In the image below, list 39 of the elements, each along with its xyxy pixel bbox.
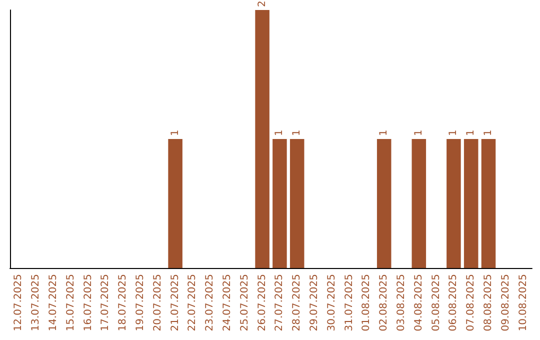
x-tick-label: 18.07.2025 bbox=[118, 274, 129, 332]
x-tick-label: 02.08.2025 bbox=[378, 274, 390, 332]
x-tick-label: 16.07.2025 bbox=[82, 274, 94, 332]
data-label: 1 bbox=[378, 130, 390, 136]
x-tick-label: 12.07.2025 bbox=[13, 274, 24, 332]
data-label: 1 bbox=[292, 130, 303, 136]
x-tick-label: 22.07.2025 bbox=[187, 274, 198, 332]
x-tick-label: 04.08.2025 bbox=[413, 274, 424, 332]
x-tick-label: 30.07.2025 bbox=[326, 274, 338, 332]
x-tick-label: 28.07.2025 bbox=[292, 274, 303, 332]
data-label: 1 bbox=[448, 130, 460, 136]
data-label: 1 bbox=[483, 130, 494, 136]
x-tick-label: 08.08.2025 bbox=[483, 274, 494, 332]
data-label: 1 bbox=[170, 130, 181, 136]
data-label: 1 bbox=[413, 130, 424, 136]
x-tick-label: 20.07.2025 bbox=[152, 274, 164, 332]
x-tick-label: 03.08.2025 bbox=[396, 274, 407, 332]
x-tick-label: 19.07.2025 bbox=[135, 274, 146, 332]
x-tick-label: 10.08.2025 bbox=[518, 274, 529, 332]
x-tick-label: 17.07.2025 bbox=[100, 274, 112, 332]
x-tick-label: 31.07.2025 bbox=[344, 274, 355, 332]
x-tick-label: 05.08.2025 bbox=[430, 274, 442, 332]
x-tick-label: 06.08.2025 bbox=[448, 274, 460, 332]
x-tick-label: 26.07.2025 bbox=[256, 274, 268, 332]
x-tick-label: 21.07.2025 bbox=[170, 274, 181, 332]
x-tick-label: 27.07.2025 bbox=[274, 274, 286, 332]
x-tick-label: 15.07.2025 bbox=[65, 274, 76, 332]
data-label: 2 bbox=[256, 0, 268, 7]
x-tick-label: 14.07.2025 bbox=[48, 274, 59, 332]
data-label: 1 bbox=[274, 130, 286, 136]
data-label: 1 bbox=[466, 130, 477, 136]
x-tick-label: 13.07.2025 bbox=[30, 274, 42, 332]
x-tick-label: 23.07.2025 bbox=[204, 274, 216, 332]
x-tick-label: 01.08.2025 bbox=[361, 274, 372, 332]
x-tick-label: 29.07.2025 bbox=[309, 274, 320, 332]
x-tick-label: 07.08.2025 bbox=[466, 274, 477, 332]
x-tick-label: 09.08.2025 bbox=[500, 274, 512, 332]
x-tick-label: 24.07.2025 bbox=[222, 274, 233, 332]
x-tick-label: 25.07.2025 bbox=[239, 274, 250, 332]
